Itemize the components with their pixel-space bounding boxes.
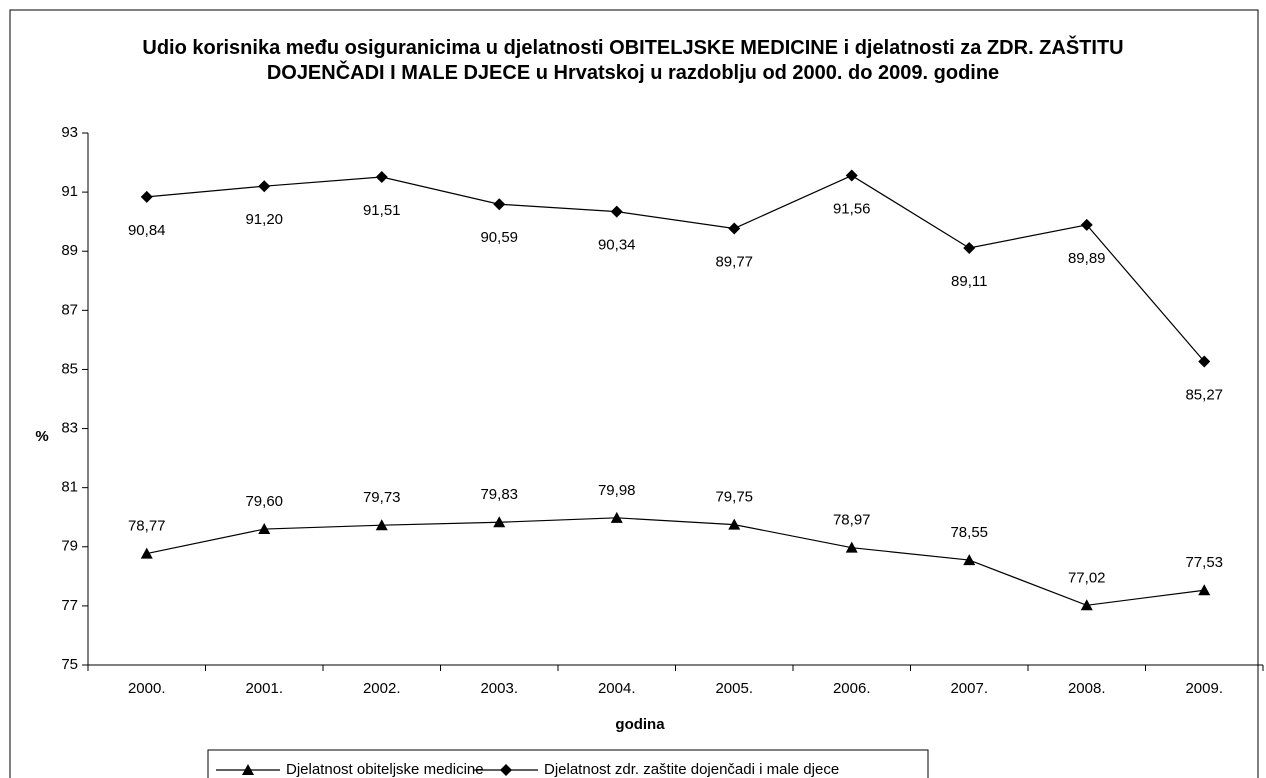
marker xyxy=(610,205,623,218)
y-tick-label: 77 xyxy=(61,597,78,614)
y-tick-label: 91 xyxy=(61,183,78,200)
series-line xyxy=(146,517,1205,606)
data-label: 78,97 xyxy=(833,512,871,529)
x-tick-label: 2002. xyxy=(363,680,401,697)
marker xyxy=(845,541,858,553)
marker xyxy=(610,511,623,523)
data-label: 77,53 xyxy=(1185,554,1223,571)
marker xyxy=(963,241,976,254)
y-tick-label: 85 xyxy=(61,360,78,377)
data-label: 77,02 xyxy=(1068,569,1106,586)
legend-box xyxy=(207,749,929,778)
data-label: 79,83 xyxy=(480,486,518,503)
x-tick-label: 2007. xyxy=(950,680,988,697)
data-label: 90,34 xyxy=(598,237,636,254)
marker xyxy=(963,554,976,566)
x-tick-label: 2004. xyxy=(598,680,636,697)
legend-marker xyxy=(242,764,254,775)
data-label: 90,84 xyxy=(128,222,166,239)
y-tick-label: 81 xyxy=(61,479,78,496)
data-label: 91,56 xyxy=(833,201,871,218)
data-label: 91,20 xyxy=(245,211,283,228)
chart-border xyxy=(9,9,1259,778)
marker xyxy=(258,180,271,193)
data-label: 78,55 xyxy=(950,524,988,541)
legend-marker xyxy=(500,764,512,776)
data-label: 78,77 xyxy=(128,518,166,535)
marker xyxy=(728,222,741,235)
legend-label: Djelatnost obiteljske medicine xyxy=(286,761,484,778)
marker xyxy=(1198,584,1211,596)
data-label: 91,51 xyxy=(363,202,401,219)
marker xyxy=(1080,599,1093,611)
data-label: 85,27 xyxy=(1185,386,1223,403)
y-tick-label: 83 xyxy=(61,420,78,437)
x-tick-label: 2003. xyxy=(480,680,518,697)
data-label: 89,11 xyxy=(951,273,987,290)
marker xyxy=(375,519,388,531)
x-tick-label: 2001. xyxy=(245,680,283,697)
data-label: 90,59 xyxy=(480,229,518,246)
x-tick-label: 2000. xyxy=(128,680,166,697)
marker xyxy=(728,518,741,530)
x-tick-label: 2008. xyxy=(1068,680,1106,697)
data-label: 79,98 xyxy=(598,482,636,499)
x-tick-label: 2005. xyxy=(715,680,753,697)
legend-label: Djelatnost zdr. zaštite dojenčadi i male… xyxy=(544,761,839,778)
data-label: 79,60 xyxy=(245,493,283,510)
marker xyxy=(1080,218,1093,231)
y-tick-label: 79 xyxy=(61,538,78,555)
y-tick-label: 93 xyxy=(61,124,78,141)
marker xyxy=(258,523,271,535)
x-tick-label: 2006. xyxy=(833,680,871,697)
x-tick-label: 2009. xyxy=(1185,680,1223,697)
marker xyxy=(1198,355,1211,368)
marker xyxy=(493,198,506,211)
y-axis-label: % xyxy=(35,428,48,445)
marker xyxy=(493,516,506,528)
marker xyxy=(845,169,858,182)
marker xyxy=(140,547,153,559)
data-label: 79,73 xyxy=(363,489,401,506)
y-tick-label: 87 xyxy=(61,301,78,318)
marker xyxy=(375,171,388,184)
data-label: 79,75 xyxy=(715,489,753,506)
x-axis-label: godina xyxy=(615,716,665,733)
y-tick-label: 89 xyxy=(61,242,78,259)
chart-title: Udio korisnika među osiguranicima u djel… xyxy=(142,37,1124,84)
y-tick-label: 75 xyxy=(61,656,78,673)
marker xyxy=(140,190,153,203)
data-label: 89,77 xyxy=(715,253,753,270)
series-line xyxy=(146,174,1205,362)
data-label: 89,89 xyxy=(1068,250,1106,267)
